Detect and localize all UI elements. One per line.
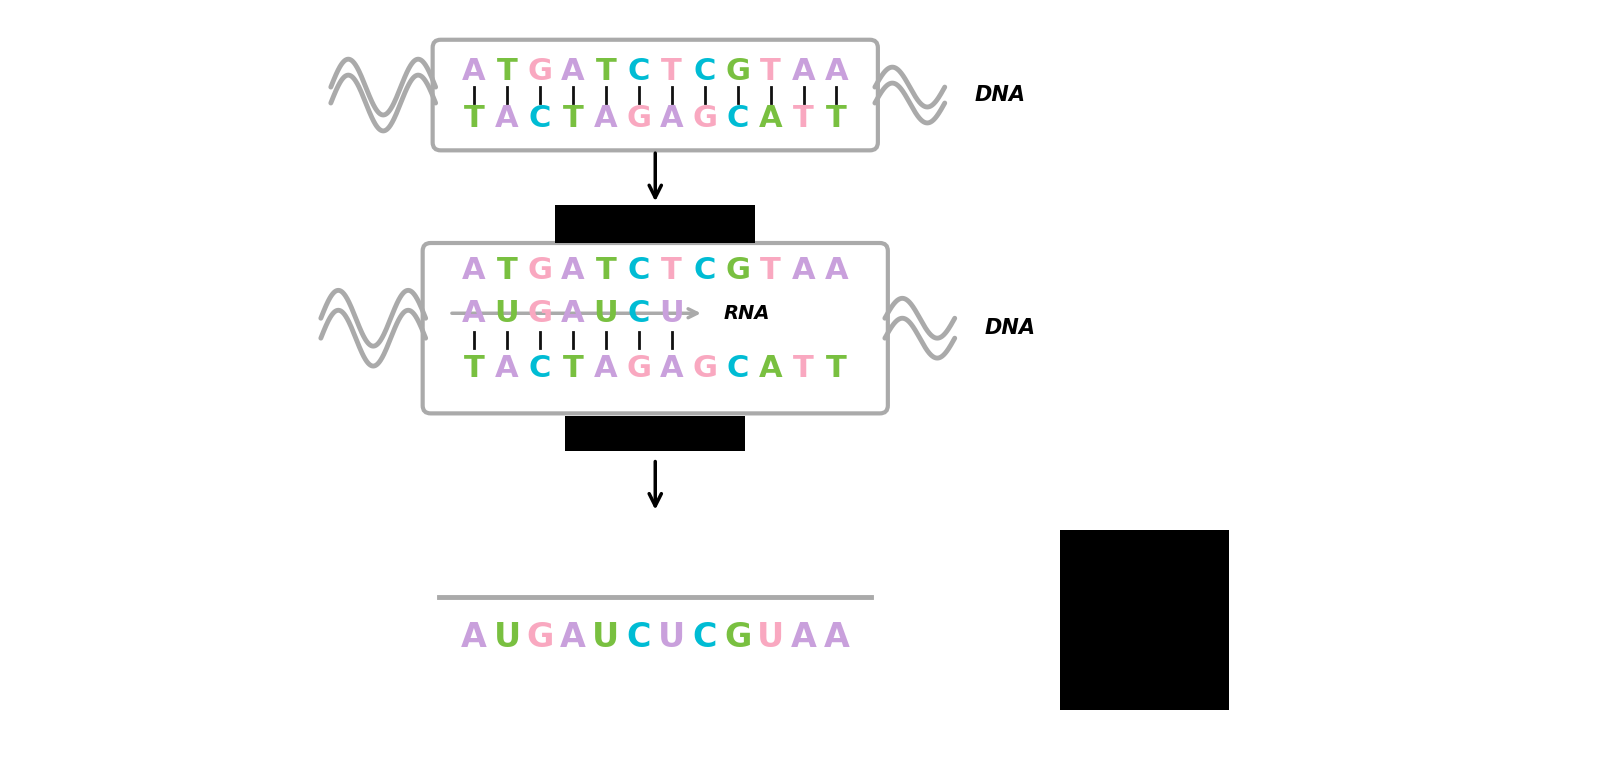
Text: G: G: [691, 354, 717, 382]
Text: T: T: [792, 104, 813, 133]
Text: A: A: [759, 354, 783, 382]
Text: A: A: [824, 256, 848, 285]
Text: RNA: RNA: [723, 304, 770, 322]
Text: U: U: [657, 620, 685, 653]
Text: T: T: [595, 57, 615, 86]
Text: T: T: [562, 104, 583, 133]
FancyBboxPatch shape: [554, 205, 755, 243]
Text: C: C: [693, 256, 715, 285]
Text: A: A: [791, 620, 816, 653]
Text: mRNA: mRNA: [622, 424, 688, 443]
FancyBboxPatch shape: [1059, 531, 1228, 710]
Text: Tradução: Tradução: [1104, 548, 1183, 563]
Text: T: T: [463, 104, 484, 133]
Text: A: A: [659, 104, 683, 133]
Text: A: A: [561, 256, 585, 285]
Text: A: A: [461, 299, 485, 328]
Text: A: A: [559, 620, 585, 653]
Text: A: A: [461, 620, 487, 653]
Text: T: T: [497, 57, 517, 86]
Text: DNA: DNA: [983, 318, 1035, 339]
Text: A: A: [561, 57, 585, 86]
Text: T: T: [660, 256, 681, 285]
Text: A: A: [495, 354, 519, 382]
Text: A: A: [461, 57, 485, 86]
Text: A: A: [495, 104, 519, 133]
Text: T: T: [595, 256, 615, 285]
Text: G: G: [725, 256, 749, 285]
Text: T: T: [826, 104, 847, 133]
Text: U: U: [757, 620, 784, 653]
Text: U: U: [495, 299, 519, 328]
Text: C: C: [627, 299, 649, 328]
Text: T: T: [760, 57, 781, 86]
Text: C: C: [529, 354, 551, 382]
Text: U: U: [593, 299, 617, 328]
Text: C: C: [726, 354, 749, 382]
Text: A: A: [593, 354, 617, 382]
Text: A: A: [791, 256, 815, 285]
Text: T: T: [826, 354, 847, 382]
Text: C: C: [627, 256, 649, 285]
Text: T: T: [792, 354, 813, 382]
Text: T: T: [463, 354, 484, 382]
Text: G: G: [525, 620, 553, 653]
Text: T: T: [660, 57, 681, 86]
Text: C: C: [726, 104, 749, 133]
Text: U: U: [591, 620, 619, 653]
FancyBboxPatch shape: [566, 416, 744, 450]
Text: G: G: [723, 620, 750, 653]
Text: A: A: [791, 57, 815, 86]
Text: A: A: [561, 299, 585, 328]
Text: C: C: [627, 57, 649, 86]
Text: C: C: [693, 57, 715, 86]
Text: A: A: [759, 104, 783, 133]
Text: T: T: [760, 256, 781, 285]
Text: G: G: [527, 299, 553, 328]
Text: G: G: [527, 256, 553, 285]
Text: A: A: [824, 57, 848, 86]
Text: G: G: [625, 104, 651, 133]
Text: G: G: [725, 57, 749, 86]
Text: DNA: DNA: [974, 85, 1025, 105]
Text: T: T: [497, 256, 517, 285]
Text: G: G: [527, 57, 553, 86]
Text: Transcrição: Transcrição: [591, 214, 718, 234]
Text: T: T: [562, 354, 583, 382]
Text: C: C: [529, 104, 551, 133]
Text: U: U: [493, 620, 521, 653]
Text: G: G: [691, 104, 717, 133]
Text: A: A: [659, 354, 683, 382]
Text: A: A: [593, 104, 617, 133]
Text: A: A: [823, 620, 848, 653]
Text: U: U: [659, 299, 683, 328]
Text: A: A: [461, 256, 485, 285]
Text: C: C: [693, 620, 717, 653]
Text: C: C: [627, 620, 651, 653]
Text: G: G: [625, 354, 651, 382]
Text: Proteína: Proteína: [1107, 613, 1180, 627]
